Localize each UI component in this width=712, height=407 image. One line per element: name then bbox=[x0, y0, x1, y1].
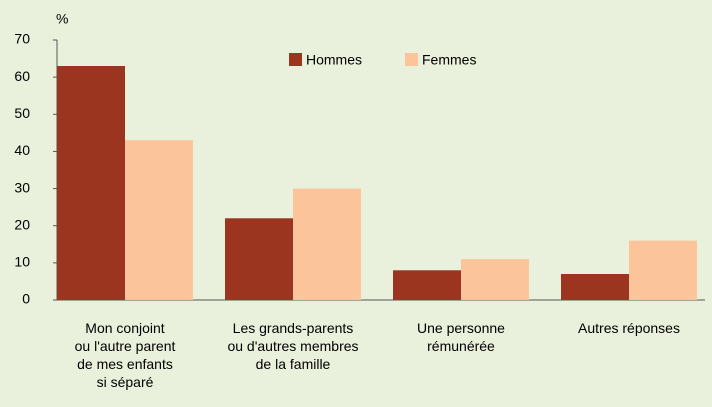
x-tick-label: Mon conjoint ou l'autre parent de mes en… bbox=[74, 320, 176, 390]
bar bbox=[629, 240, 697, 300]
y-tick-label: 30 bbox=[14, 179, 30, 195]
bar bbox=[393, 270, 461, 300]
y-tick-label: 40 bbox=[14, 142, 30, 158]
y-axis-label: % bbox=[56, 11, 68, 27]
y-tick-label: 60 bbox=[14, 68, 30, 84]
bar bbox=[561, 274, 629, 300]
y-tick-label: 50 bbox=[14, 105, 30, 121]
legend-label: Femmes bbox=[422, 52, 476, 68]
bar bbox=[461, 259, 529, 300]
bar bbox=[125, 140, 193, 300]
legend-swatch bbox=[289, 53, 302, 66]
y-tick-label: 10 bbox=[14, 254, 30, 270]
x-tick-label: Les grands-parents ou d'autres membres d… bbox=[227, 320, 359, 372]
x-tick-label: Une personne rémunérée bbox=[417, 320, 505, 354]
bar bbox=[57, 66, 125, 300]
bar bbox=[225, 218, 293, 300]
x-tick-label: Autres réponses bbox=[578, 320, 680, 336]
legend-label: Hommes bbox=[306, 52, 362, 68]
bar bbox=[293, 188, 361, 300]
legend-swatch bbox=[405, 53, 418, 66]
y-tick-label: 0 bbox=[22, 291, 30, 307]
y-tick-label: 70 bbox=[14, 31, 30, 47]
y-tick-label: 20 bbox=[14, 216, 30, 232]
